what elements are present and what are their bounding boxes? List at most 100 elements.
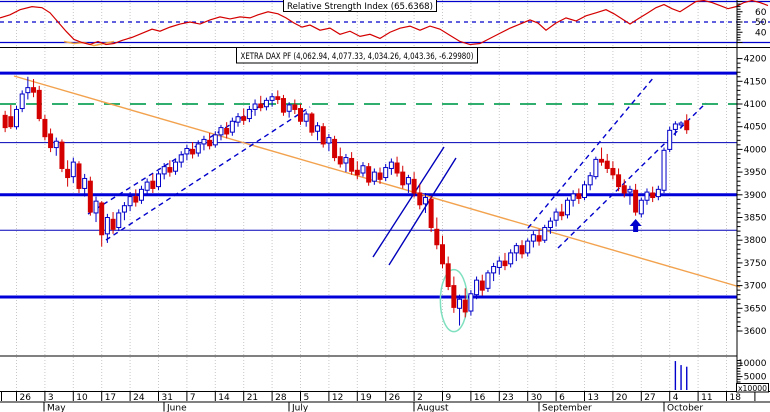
volume-multiplier-box [736, 383, 769, 393]
candle-up [343, 157, 349, 164]
candle-up [388, 161, 394, 169]
candle-down [133, 196, 139, 203]
candle-up [161, 166, 167, 175]
price-axis-label: 3600 [744, 327, 767, 337]
candle-up [513, 245, 519, 254]
date-label: 27 [644, 393, 655, 403]
trendline-major-downtrend [13, 75, 741, 288]
candle-down [366, 166, 372, 183]
candle-down [150, 180, 156, 189]
candle-up [303, 113, 309, 122]
candle-up [127, 196, 133, 207]
candle-down [87, 180, 93, 213]
rsi-axis-label: 40 [755, 28, 767, 38]
candle-up [121, 205, 127, 213]
month-label: May [47, 404, 66, 412]
candle-up [184, 147, 190, 155]
candle-down [451, 285, 457, 308]
candle-down [275, 96, 281, 100]
candle-down [298, 108, 303, 122]
candle-up [564, 199, 570, 216]
candle-up [422, 197, 428, 205]
candle-down [349, 157, 355, 172]
trendline-june-channel-upper [87, 100, 269, 215]
date-label: 4 [673, 393, 679, 403]
candle-up [672, 123, 678, 130]
volume-bars [674, 361, 688, 390]
candle-up [383, 167, 389, 179]
candle-down [332, 138, 338, 159]
month-label: August [417, 404, 449, 412]
candle-down [42, 118, 48, 138]
candle-down [428, 198, 434, 228]
candle-up [93, 200, 99, 214]
date-label: 3 [48, 393, 54, 403]
candle-up [491, 266, 497, 274]
price-axis-label: 3900 [744, 191, 767, 201]
candle-up [53, 140, 59, 149]
rsi-title: Relative Strength Index (65.6368) [287, 2, 433, 12]
candle-down [599, 158, 605, 163]
candle-down [377, 172, 383, 180]
candle-down [536, 235, 542, 242]
candle-down [462, 299, 468, 313]
candle-down [400, 171, 406, 186]
candle-up [371, 171, 377, 182]
month-label: June [166, 404, 187, 412]
candle-up [667, 129, 673, 150]
price-axis-label: 3700 [744, 282, 767, 292]
candle-down [411, 178, 417, 194]
date-label: 17 [105, 393, 116, 403]
date-label: 7 [190, 393, 196, 403]
candle-down [224, 128, 230, 135]
rsi-pane [0, 0, 770, 47]
candle-up [547, 220, 553, 228]
candle-down [502, 260, 508, 267]
date-label: 6 [559, 393, 565, 403]
candle-up [82, 177, 88, 189]
date-label: 28 [275, 393, 287, 403]
date-label: 11 [701, 393, 712, 403]
date-label: 31 [162, 393, 173, 403]
price-axis-label: 4000 [744, 145, 767, 155]
candle-down [99, 202, 105, 236]
trendline-september-channel-lower [557, 102, 707, 249]
candle-up [235, 116, 241, 123]
date-label: 23 [502, 393, 513, 403]
candle-up [246, 108, 252, 120]
candle-up [326, 137, 332, 144]
candle-up [14, 108, 19, 128]
candle-down [65, 168, 71, 179]
trendline-august-flag-lower [388, 157, 457, 266]
candle-up [405, 177, 411, 185]
trendline-september-channel-upper [527, 76, 655, 229]
candle-down [110, 218, 116, 230]
price-title-box [236, 47, 478, 64]
candle-up [25, 87, 31, 94]
candle-up [315, 125, 321, 132]
candle-down [519, 245, 525, 255]
price-axis-label: 4050 [744, 123, 767, 133]
date-label: 2 [417, 393, 423, 403]
candle-up [553, 211, 559, 221]
price-axis-label: 3850 [744, 214, 767, 224]
candle-up [582, 184, 587, 199]
candle-up [474, 279, 480, 296]
date-label: 10 [76, 393, 88, 403]
candle-up [485, 272, 491, 289]
trendline-august-flag-upper [372, 146, 445, 258]
rsi-title-box [283, 0, 437, 12]
candle-down [650, 192, 656, 199]
candlesticks [2, 76, 690, 326]
price-axis-label: 3750 [744, 259, 767, 269]
candle-up [593, 158, 599, 178]
candle-up [530, 234, 536, 242]
candle-down [280, 98, 286, 113]
candle-down [616, 174, 622, 188]
candle-down [417, 192, 423, 206]
candle-up [655, 188, 661, 198]
candle-up [212, 134, 218, 146]
candle-up [178, 154, 184, 163]
